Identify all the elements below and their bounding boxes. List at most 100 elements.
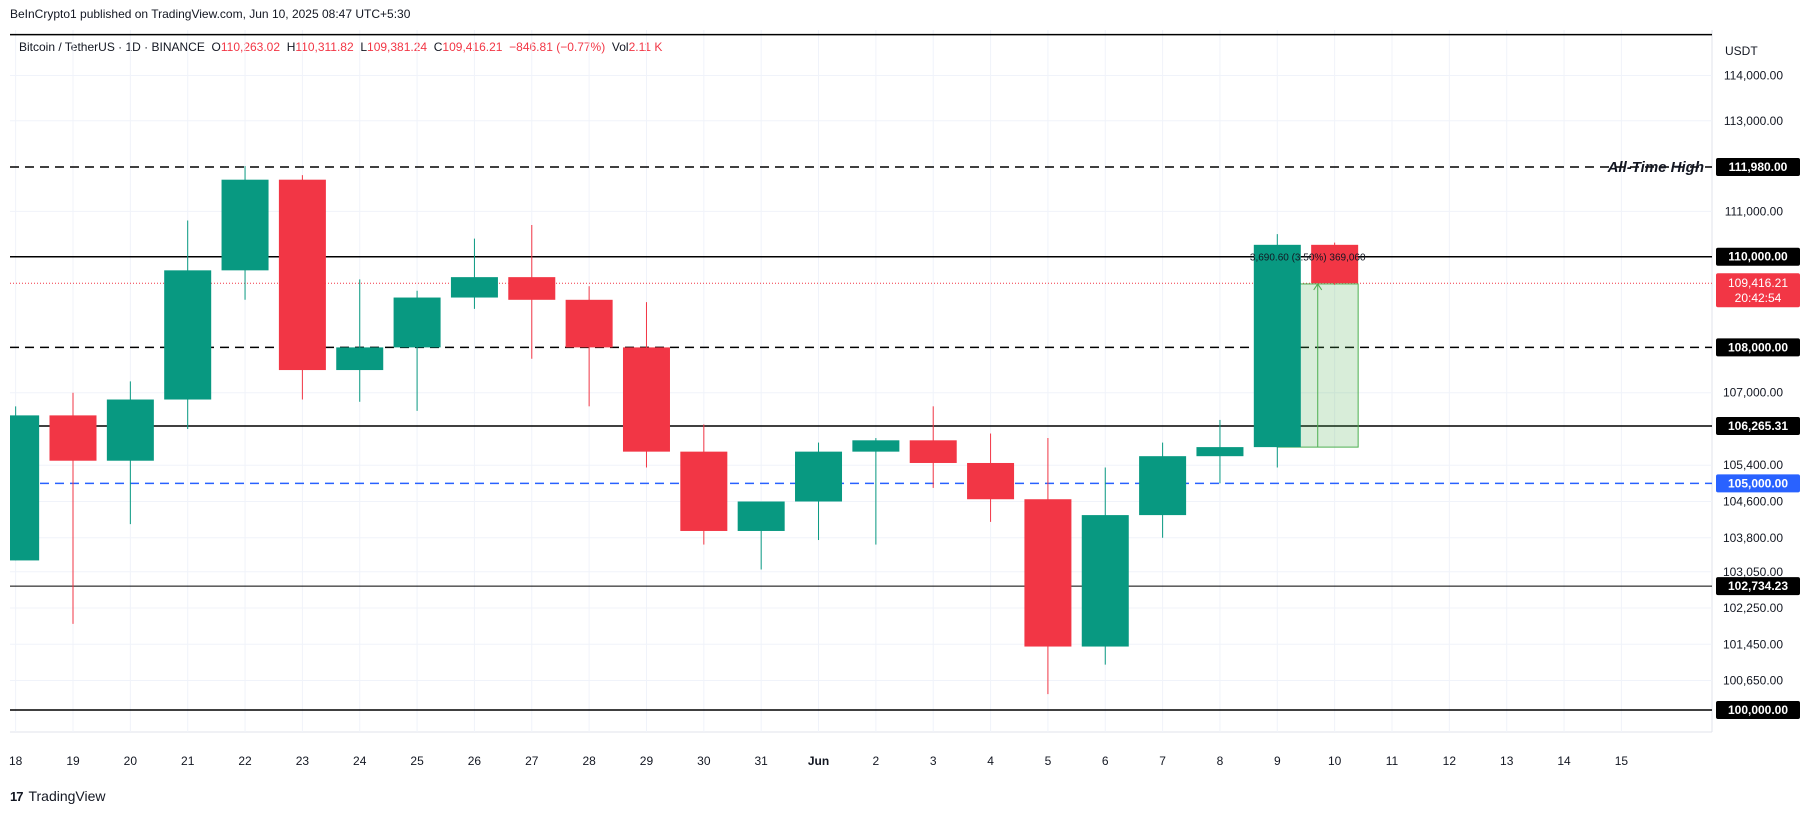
time-tick-label: 13 — [1500, 754, 1514, 768]
candle-body — [164, 270, 212, 400]
candle-body — [508, 277, 556, 300]
bar-countdown-label: 20:42:54 — [1735, 291, 1782, 305]
publish-info: BeInCrypto1 published on TradingView.com… — [10, 7, 411, 21]
all-time-high-annotation: All-Time High — [1607, 159, 1704, 176]
time-tick-label: 29 — [640, 754, 654, 768]
level-price-badge — [1716, 577, 1800, 596]
candle[interactable] — [221, 166, 269, 300]
price-tick-label: 103,050.00 — [1723, 565, 1783, 579]
low-value: 109,381.24 — [367, 40, 428, 54]
tradingview-logo-icon: 17 — [10, 788, 24, 804]
volume-label: Vol — [611, 40, 629, 54]
price-tick-label: 111,000.00 — [1725, 204, 1784, 218]
level-price-label: 105,000.00 — [1728, 476, 1788, 490]
time-tick-label: 8 — [1217, 754, 1224, 768]
high-value: 110,311.82 — [295, 40, 354, 54]
time-tick-label: 21 — [181, 754, 195, 768]
time-tick-label: 22 — [238, 754, 252, 768]
candle-body — [795, 451, 843, 502]
time-tick-label: 11 — [1386, 754, 1399, 768]
price-tick-label: 113,000.00 — [1724, 114, 1783, 128]
time-tick-label: 19 — [66, 754, 80, 768]
candle[interactable] — [450, 238, 498, 309]
candle[interactable] — [680, 424, 728, 545]
change-value: −846.81 (−0.77%) — [509, 40, 606, 54]
level-price-badge — [1716, 474, 1800, 493]
candle-body — [10, 415, 40, 561]
close-label: C — [433, 40, 443, 54]
candle-body — [278, 179, 326, 371]
time-tick-label: 25 — [410, 754, 424, 768]
low-label: L — [360, 40, 368, 54]
candle[interactable] — [278, 175, 326, 400]
time-tick-label: 26 — [468, 754, 482, 768]
currency-label[interactable]: USDT — [1725, 44, 1758, 58]
time-tick-label: 6 — [1102, 754, 1109, 768]
candle-body — [1139, 456, 1187, 516]
candle[interactable] — [336, 279, 384, 402]
time-tick-label: 15 — [1615, 754, 1629, 768]
high-label: H — [286, 40, 296, 54]
candle[interactable] — [622, 302, 670, 468]
candle-body — [336, 347, 384, 371]
candle-body — [1253, 244, 1301, 448]
price-tick-label: 103,800.00 — [1723, 531, 1783, 545]
candle[interactable] — [909, 406, 957, 488]
tradingview-footer[interactable]: 17 TradingView — [10, 788, 106, 804]
candle-body — [450, 277, 498, 298]
candle[interactable] — [737, 501, 785, 570]
candle[interactable] — [1253, 234, 1301, 468]
candle[interactable] — [565, 286, 613, 407]
candle[interactable] — [10, 406, 40, 561]
time-tick-label: 3 — [930, 754, 937, 768]
candle[interactable] — [1311, 242, 1359, 285]
level-price-label: 111,980.00 — [1729, 160, 1788, 174]
candle[interactable] — [106, 381, 154, 525]
candle-body — [1196, 447, 1244, 457]
level-price-badge — [1716, 247, 1800, 266]
price-tick-label: 104,600.00 — [1723, 495, 1783, 509]
time-tick-label: 24 — [353, 754, 367, 768]
candle[interactable] — [393, 290, 441, 411]
time-tick-label: 4 — [987, 754, 994, 768]
candle-body — [967, 462, 1015, 500]
candle-body — [852, 440, 900, 452]
time-tick-label: 9 — [1274, 754, 1281, 768]
candle[interactable] — [1024, 438, 1072, 695]
level-price-label: 106,265.31 — [1728, 419, 1788, 433]
time-tick-label: 14 — [1557, 754, 1571, 768]
candle-body — [1311, 244, 1359, 284]
candle-body — [737, 501, 785, 531]
level-price-label: 100,000.00 — [1728, 703, 1788, 717]
candle[interactable] — [164, 220, 212, 429]
candle-body — [622, 347, 670, 452]
time-tick-label: 12 — [1443, 754, 1457, 768]
open-value: 110,263.02 — [220, 40, 281, 54]
candle-body — [1024, 499, 1072, 647]
candle-body — [909, 440, 957, 463]
close-value: 109,416.21 — [442, 40, 503, 54]
candle[interactable] — [795, 442, 843, 541]
candle[interactable] — [49, 392, 97, 624]
open-label: O — [211, 40, 221, 54]
level-price-label: 108,000.00 — [1728, 340, 1788, 354]
candle-body — [565, 299, 613, 348]
candle[interactable] — [1139, 442, 1187, 538]
price-tick-label: 107,000.00 — [1723, 386, 1783, 400]
time-tick-label: 31 — [754, 754, 768, 768]
time-tick-label: 27 — [525, 754, 539, 768]
price-tick-label: 102,250.00 — [1723, 601, 1783, 615]
candle[interactable] — [508, 225, 556, 359]
candle[interactable] — [852, 438, 900, 545]
candle[interactable] — [967, 433, 1015, 522]
volume-value: 2.11 K — [628, 40, 663, 54]
candle-body — [393, 297, 441, 348]
brand-name: TradingView — [28, 788, 106, 804]
candle[interactable] — [1196, 419, 1244, 484]
measure-arrow-head — [1313, 283, 1323, 291]
candle[interactable] — [1081, 467, 1129, 665]
level-price-badge — [1716, 338, 1800, 357]
price-tick-label: 105,400.00 — [1723, 458, 1783, 472]
price-tick-label: 100,650.00 — [1723, 674, 1783, 688]
